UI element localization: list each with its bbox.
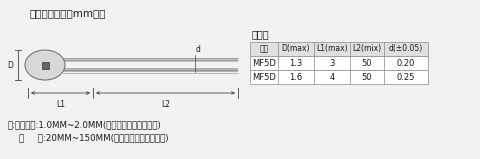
Text: L1: L1 bbox=[56, 100, 65, 109]
Ellipse shape bbox=[25, 50, 65, 80]
Text: 0.20: 0.20 bbox=[397, 59, 415, 68]
Text: 注:头部尺寸:1.0MM~2.0MM(可以根据客户要求订做): 注:头部尺寸:1.0MM~2.0MM(可以根据客户要求订做) bbox=[8, 120, 162, 129]
Text: D: D bbox=[7, 61, 13, 69]
Text: 50: 50 bbox=[362, 59, 372, 68]
Text: 尺寸图（单位：mm）：: 尺寸图（单位：mm）： bbox=[30, 8, 107, 18]
Text: L2: L2 bbox=[161, 100, 170, 109]
Text: 1.6: 1.6 bbox=[289, 73, 302, 82]
Text: 4: 4 bbox=[329, 73, 335, 82]
Text: 1.3: 1.3 bbox=[289, 59, 302, 68]
Text: D(max): D(max) bbox=[282, 45, 310, 53]
Text: d: d bbox=[196, 45, 201, 54]
Text: MF5D: MF5D bbox=[252, 59, 276, 68]
Text: 线     长:20MM~150MM(可以根据客户要求订做): 线 长:20MM~150MM(可以根据客户要求订做) bbox=[8, 133, 168, 142]
Bar bbox=[250, 56, 428, 70]
Text: 尺寸表: 尺寸表 bbox=[252, 29, 270, 39]
Text: d(±0.05): d(±0.05) bbox=[389, 45, 423, 53]
Bar bbox=[250, 70, 428, 84]
Bar bbox=[250, 42, 428, 56]
Text: 3: 3 bbox=[329, 59, 335, 68]
Text: L1(max): L1(max) bbox=[316, 45, 348, 53]
Text: 50: 50 bbox=[362, 73, 372, 82]
Text: L2(mix): L2(mix) bbox=[352, 45, 382, 53]
Bar bbox=[41, 62, 48, 69]
Text: MF5D: MF5D bbox=[252, 73, 276, 82]
Text: 0.25: 0.25 bbox=[397, 73, 415, 82]
Text: 型号: 型号 bbox=[259, 45, 269, 53]
